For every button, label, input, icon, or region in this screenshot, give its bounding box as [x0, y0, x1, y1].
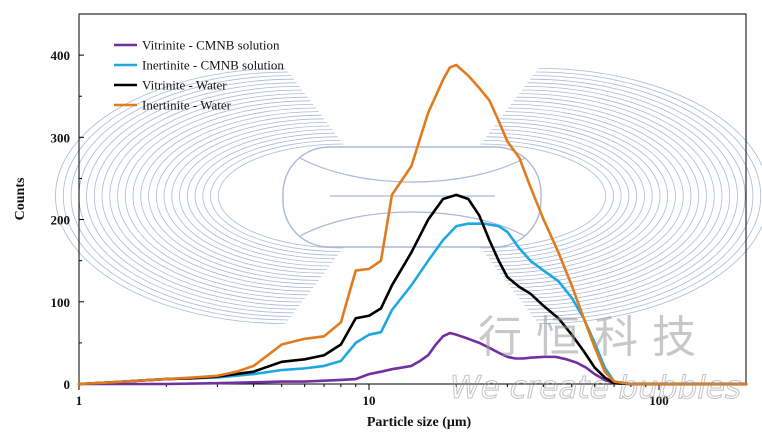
y-tick-label: 400 [51, 48, 71, 63]
logo-field-line [519, 93, 715, 299]
logo-field-line [132, 104, 314, 288]
logo-field-line [124, 100, 311, 292]
logo-field-line [171, 122, 327, 270]
logo-field-line [510, 104, 692, 288]
series-layer [77, 63, 748, 386]
logo-field-line [527, 82, 738, 310]
logo-field-line [521, 89, 723, 303]
logo-field-line [486, 136, 622, 256]
series-line [77, 331, 748, 386]
x-axis-title: Particle size (μm) [367, 415, 472, 430]
logo-field-line [179, 125, 330, 267]
logo-field-line [194, 132, 336, 260]
x-axis: 1 10 100 [76, 384, 669, 408]
series-line [77, 193, 748, 386]
logo-outline [282, 146, 542, 248]
logo-field-line [497, 122, 653, 270]
logo-field-line [217, 143, 344, 249]
y-axis: 0 100 200 300 400 [51, 48, 84, 392]
logo-field-line [210, 140, 341, 252]
watermark-chinese: 行恒科技 [478, 312, 710, 363]
x-tick-label: 10 [363, 393, 376, 408]
logo-field-line [535, 71, 762, 321]
legend-label: Vitrinite - Water [142, 78, 227, 93]
y-tick-label: 200 [51, 213, 71, 228]
logo-field-line [480, 143, 607, 249]
logo-field-line [148, 111, 319, 281]
x-tick-label: 1 [76, 393, 83, 408]
logo-field-line [93, 86, 300, 306]
logo-field-line [70, 75, 292, 317]
logo-field-line [499, 118, 661, 274]
logo-field-line [508, 107, 684, 285]
logo-field-line [109, 93, 305, 299]
logo-field-line [483, 140, 614, 252]
logo-field-line [86, 82, 297, 310]
y-tick-label: 100 [51, 295, 71, 310]
series-line [77, 63, 748, 386]
logo-field-line [488, 132, 630, 260]
logo-inner-lines [299, 157, 526, 237]
logo-field-line [516, 96, 707, 296]
logo-field-line [513, 100, 700, 292]
x-tick-label: 100 [649, 393, 669, 408]
series-line [77, 222, 748, 386]
legend-label: Vitrinite - CMNB solution [142, 38, 280, 53]
logo-field-line [55, 68, 286, 324]
logo-field-line [62, 71, 289, 321]
logo-field-line [524, 86, 731, 306]
logo-field-line [502, 114, 669, 278]
logo-field-line [163, 118, 325, 274]
logo-field-line [186, 129, 333, 263]
logo-field-line [155, 114, 322, 278]
logo-field-line [530, 78, 746, 314]
logo-field-line [202, 136, 338, 256]
y-tick-label: 0 [64, 377, 71, 392]
plot-frame [78, 13, 747, 385]
logo-field-line [505, 111, 676, 281]
watermark-slogan: We create bubbles [450, 370, 741, 406]
logo-field-line [538, 68, 762, 324]
bubble-logo-graphic [55, 68, 762, 324]
logo-field-line [140, 107, 316, 285]
y-tick-label: 300 [51, 130, 71, 145]
legend-label: Inertinite - CMNB solution [142, 58, 284, 73]
legend-label: Inertinite - Water [142, 98, 232, 113]
logo-field-line [117, 96, 308, 296]
logo-field-line [532, 75, 754, 317]
y-axis-title: Counts [13, 177, 28, 220]
logo-field-line [494, 125, 645, 267]
legend: Vitrinite - CMNB solution Inertinite - CM… [114, 38, 284, 113]
logo-field-line [101, 89, 303, 303]
